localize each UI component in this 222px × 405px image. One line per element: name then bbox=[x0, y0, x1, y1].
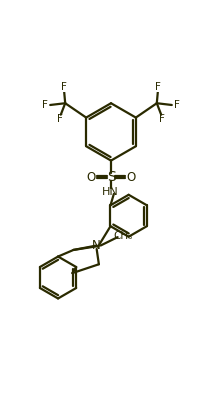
Text: HN: HN bbox=[101, 187, 118, 197]
Text: O: O bbox=[127, 171, 136, 183]
Text: F: F bbox=[155, 82, 161, 92]
Text: F: F bbox=[57, 114, 63, 124]
Text: N: N bbox=[92, 239, 101, 252]
Text: F: F bbox=[174, 100, 180, 110]
Text: F: F bbox=[159, 114, 165, 124]
Text: F: F bbox=[61, 82, 67, 92]
Text: O: O bbox=[86, 171, 95, 183]
Text: CH₃: CH₃ bbox=[113, 231, 133, 241]
Text: S: S bbox=[107, 170, 115, 184]
Text: F: F bbox=[42, 100, 48, 110]
